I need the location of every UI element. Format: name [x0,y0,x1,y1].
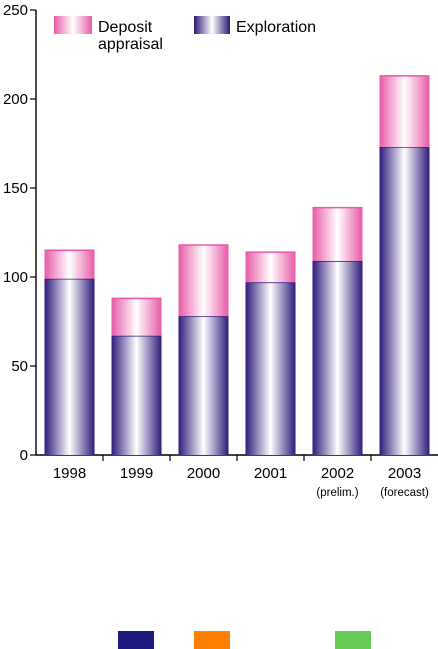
x-tick-label-2002: 2002 [321,465,354,482]
x-tick-sublabel-2002: (prelim.) [316,487,358,499]
bar-appraisal-1999 [111,298,162,336]
legend: Deposit appraisal Exploration [54,16,316,53]
bar-exploration-2002 [312,260,363,455]
x-tick-label-1998: 1998 [53,465,86,482]
x-tick-label-2000: 2000 [187,465,220,482]
x-axis: 1998 1999 2000 2001 2002 (prelim.) 2003 (foreca… [36,454,438,499]
bar-appraisal-2001 [245,252,296,283]
stacked-bar-chart: 0 50 100 150 200 250 1998 1999 2000 2001 2002 (pre… [3,2,438,499]
legend-swatch-deposit-appraisal [54,16,92,34]
y-tick-label: 250 [3,2,28,19]
bar-exploration-2003 [379,147,430,455]
bar-exploration-1998 [44,278,95,455]
legend-swatch-exploration [194,16,230,34]
x-tick-sublabel-2003: (forecast) [380,487,429,499]
bar-exploration-2001 [245,282,296,455]
x-tick-label-1999: 1999 [120,465,153,482]
bar-appraisal-2000 [178,244,229,317]
navy-swatch [118,631,154,649]
legend-label-exploration: Exploration [236,19,316,36]
y-tick-label: 0 [20,447,28,464]
bar-exploration-2000 [178,316,229,455]
y-tick-label: 200 [3,91,28,108]
y-tick-label: 150 [3,180,28,197]
x-tick-label-2001: 2001 [254,465,287,482]
y-tick-label: 50 [11,358,28,375]
bars [44,75,430,455]
legend-label-deposit-appraisal: Deposit appraisal [98,19,163,53]
bar-exploration-1999 [111,335,162,455]
green-swatch [335,631,371,649]
orange-swatch [194,631,230,649]
y-tick-label: 100 [3,269,28,286]
x-tick-label-2003: 2003 [388,465,421,482]
bar-appraisal-1998 [44,250,95,279]
y-axis: 0 50 100 150 200 250 [3,2,37,464]
color-swatch-row [0,631,438,649]
bar-appraisal-2003 [379,75,430,148]
bar-appraisal-2002 [312,207,363,261]
